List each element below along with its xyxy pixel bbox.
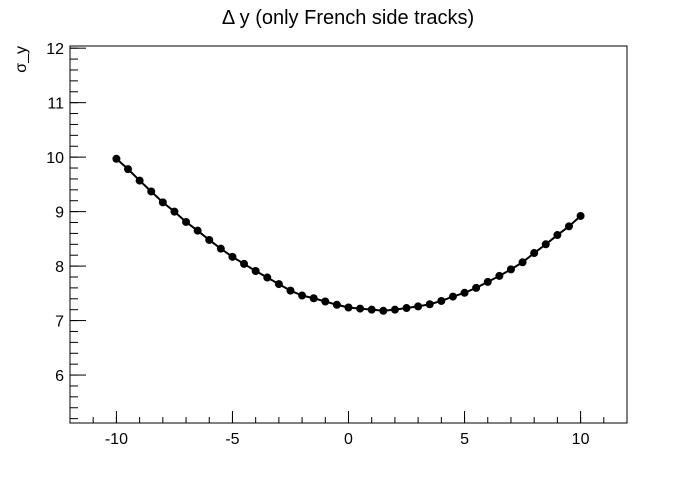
point bbox=[564, 222, 573, 231]
point bbox=[367, 305, 376, 314]
point bbox=[251, 267, 260, 276]
y-tick-label: 9 bbox=[55, 205, 64, 222]
x-tick-label: 0 bbox=[344, 431, 353, 448]
point bbox=[298, 291, 307, 300]
point bbox=[274, 280, 283, 289]
point bbox=[147, 187, 156, 196]
point bbox=[495, 271, 504, 280]
y-tick-label: 11 bbox=[47, 96, 64, 113]
point bbox=[158, 198, 167, 207]
point bbox=[390, 305, 399, 314]
point bbox=[321, 297, 330, 306]
point bbox=[124, 165, 133, 174]
y-tick-label: 12 bbox=[46, 41, 64, 58]
point bbox=[460, 288, 469, 297]
point bbox=[576, 211, 585, 220]
point bbox=[135, 176, 144, 185]
point bbox=[518, 258, 527, 267]
y-axis-label: σ_y bbox=[13, 46, 30, 73]
x-tick-label: 10 bbox=[572, 431, 590, 448]
point bbox=[263, 273, 272, 282]
point bbox=[216, 244, 225, 253]
point bbox=[170, 207, 179, 216]
y-tick-label: 8 bbox=[55, 259, 64, 276]
point bbox=[309, 294, 318, 303]
point bbox=[193, 226, 202, 235]
point bbox=[112, 154, 121, 163]
point bbox=[379, 306, 388, 315]
point bbox=[240, 259, 249, 268]
point bbox=[553, 231, 562, 240]
x-tick-label: 5 bbox=[460, 431, 469, 448]
point bbox=[332, 300, 341, 309]
point bbox=[205, 235, 214, 244]
point bbox=[414, 302, 423, 311]
point bbox=[182, 217, 191, 226]
point bbox=[472, 283, 481, 292]
x-tick-label: -10 bbox=[105, 431, 128, 448]
chart-title: Δ y (only French side tracks) bbox=[222, 7, 474, 29]
point bbox=[541, 240, 550, 249]
point bbox=[506, 265, 515, 274]
point bbox=[483, 277, 492, 286]
point bbox=[448, 292, 457, 301]
point bbox=[530, 249, 539, 258]
y-tick-label: 7 bbox=[55, 314, 64, 331]
y-tick-label: 10 bbox=[46, 150, 64, 167]
x-tick-label: -5 bbox=[225, 431, 239, 448]
point bbox=[402, 304, 411, 313]
point bbox=[286, 286, 295, 295]
point bbox=[425, 300, 434, 309]
point bbox=[344, 303, 353, 312]
y-tick-label: 6 bbox=[55, 368, 64, 385]
point bbox=[228, 252, 237, 261]
point bbox=[356, 304, 365, 313]
point bbox=[437, 296, 446, 305]
